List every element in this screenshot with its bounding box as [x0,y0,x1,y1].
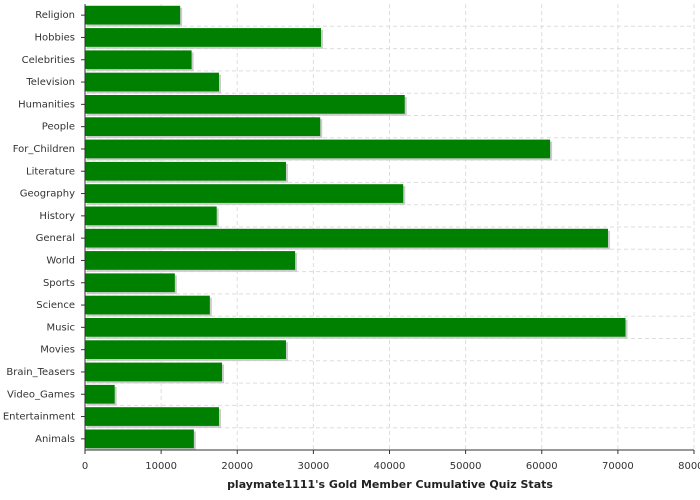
y-tick-label: Humanities [18,99,75,110]
y-tick-label: Video_Games [7,389,75,400]
bar [85,28,321,47]
bar [85,340,286,360]
bar [85,317,626,337]
bar [85,206,217,226]
bar [85,362,223,382]
x-tick-label: 30000 [297,461,329,472]
bar [85,295,210,315]
x-tick-label: 60000 [526,461,558,472]
y-tick-label: Literature [26,166,75,177]
bar [85,273,175,293]
y-tick-label: Hobbies [35,32,75,43]
y-tick-label: General [36,233,75,244]
x-tick-label: 80000 [678,461,700,472]
x-tick-label: 70000 [602,461,634,472]
y-tick-label: Entertainment [3,412,75,423]
chart-title: playmate1111's Gold Member Cumulative Qu… [227,478,553,491]
x-tick-label: 50000 [450,461,482,472]
y-tick-label: People [42,122,75,133]
bar [85,407,219,426]
x-tick-label: 20000 [221,461,253,472]
bar [85,72,219,92]
bar [85,117,321,137]
bar [85,184,404,203]
bar [85,251,296,270]
bar [85,161,286,181]
y-tick-label: World [46,255,75,266]
y-tick-label: History [39,211,75,222]
y-tick-label: Brain_Teasers [6,367,75,378]
y-tick-label: Sports [43,278,75,289]
y-tick-label: For_Children [13,144,75,155]
y-tick-label: Movies [40,345,75,356]
x-tick-label: 40000 [374,461,406,472]
bar [85,429,194,449]
y-tick-label: Science [36,300,75,311]
y-tick-label: Religion [35,10,75,21]
x-tick-label: 0 [82,461,88,472]
bar [85,5,181,25]
bar [85,228,608,248]
y-tick-label: Animals [35,434,75,445]
y-tick-label: Geography [20,189,75,200]
bar [85,94,405,114]
bar [85,384,115,404]
x-tick-label: 10000 [145,461,177,472]
y-tick-label: Television [25,77,75,88]
bar [85,139,551,159]
y-tick-label: Celebrities [22,55,75,66]
bar [85,50,192,70]
y-tick-label: Music [47,322,75,333]
